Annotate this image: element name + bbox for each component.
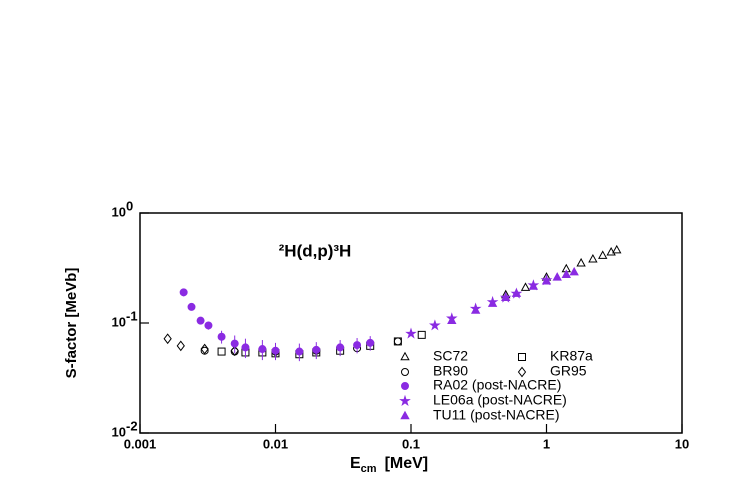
marker xyxy=(163,333,172,345)
marker xyxy=(400,351,410,361)
marker xyxy=(561,269,571,278)
marker xyxy=(230,339,239,348)
legend-label: LE06a (post-NACRE) xyxy=(433,392,567,408)
marker xyxy=(552,272,562,281)
marker xyxy=(241,343,250,352)
y-tick-exponent: -1 xyxy=(126,308,138,323)
marker xyxy=(588,253,598,263)
y-tick-label: 10 xyxy=(112,204,126,219)
legend-label: BR90 xyxy=(433,363,468,379)
marker xyxy=(517,366,527,378)
chart-title: ²H(d,p)³H xyxy=(279,241,352,260)
marker xyxy=(401,368,409,376)
marker xyxy=(230,345,239,357)
marker xyxy=(336,343,345,352)
y-axis-label: S-factor [MeVb] xyxy=(63,268,80,379)
marker xyxy=(295,347,304,356)
x-label-unit: [MeV] xyxy=(385,455,429,472)
marker xyxy=(576,257,586,267)
marker xyxy=(353,341,362,350)
y-tick-exponent: 0 xyxy=(126,198,133,213)
y-tick-label: 10 xyxy=(112,314,126,329)
marker xyxy=(271,346,280,355)
legend-label: SC72 xyxy=(433,348,468,364)
marker xyxy=(501,292,511,301)
marker xyxy=(401,382,409,390)
marker xyxy=(447,315,457,324)
marker xyxy=(417,330,426,339)
marker xyxy=(179,288,188,297)
marker xyxy=(393,337,402,346)
marker xyxy=(312,345,321,354)
marker xyxy=(541,275,552,285)
x-tick-label: 0.01 xyxy=(263,436,288,451)
x-label-sub: cm xyxy=(361,463,377,475)
marker xyxy=(520,282,531,291)
marker xyxy=(399,394,411,406)
marker xyxy=(217,332,226,341)
marker xyxy=(400,410,410,420)
marker xyxy=(217,347,226,356)
marker xyxy=(187,302,196,311)
marker xyxy=(569,266,579,276)
marker xyxy=(606,246,616,256)
marker xyxy=(511,288,522,297)
marker xyxy=(176,340,185,352)
x-axis-label: Ecm [MeV] xyxy=(350,455,428,475)
marker xyxy=(518,353,526,361)
plot-frame xyxy=(139,212,683,434)
y-tick-exponent: -2 xyxy=(126,418,138,433)
marker xyxy=(598,250,608,259)
marker xyxy=(405,327,417,339)
marker xyxy=(612,244,622,254)
legend-label: TU11 (post-NACRE) xyxy=(433,407,560,423)
x-tick-label: 1 xyxy=(543,436,550,451)
marker xyxy=(487,298,498,307)
x-tick-label: 10 xyxy=(675,436,689,451)
marker xyxy=(470,305,481,314)
y-tick-label: 10 xyxy=(112,424,126,439)
legend-label: GR95 xyxy=(550,363,587,379)
marker xyxy=(204,321,213,330)
marker xyxy=(196,316,205,325)
legend-label: RA02 (post-NACRE) xyxy=(433,377,561,393)
x-tick-label: 0.1 xyxy=(402,436,420,451)
marker xyxy=(528,281,539,290)
legend-label: KR87a xyxy=(550,348,593,364)
marker xyxy=(258,345,267,354)
marker xyxy=(366,338,375,347)
x-tick-label: 0.001 xyxy=(124,436,157,451)
x-label-main: E xyxy=(350,455,361,472)
marker xyxy=(428,319,441,331)
marker xyxy=(200,343,209,355)
